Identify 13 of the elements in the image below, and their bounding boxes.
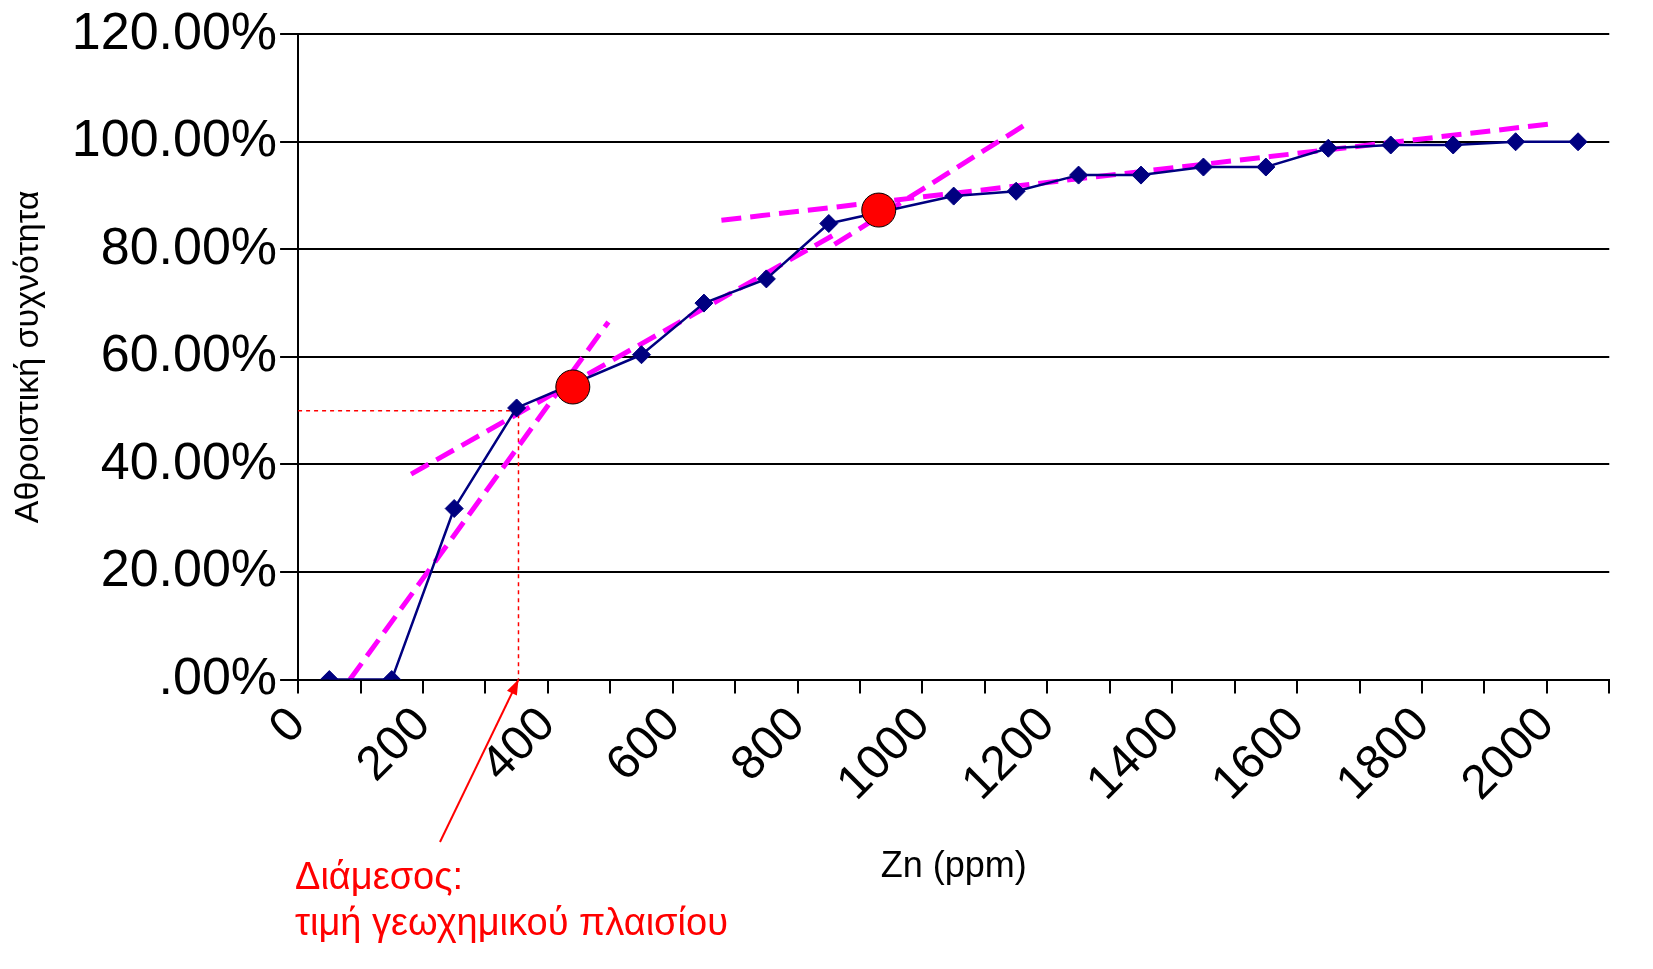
x-tick-label: 200 [345,695,440,790]
y-tick-label: 120.00% [71,1,278,60]
x-tick-label: 800 [719,695,815,790]
y-tick-label: 40.00% [100,431,278,490]
y-tick-label: 80.00% [100,216,278,275]
annotation: Διάμεσος: τιμή γεωχημικού πλαισίου [295,855,728,944]
x-tick-label: 400 [470,695,565,790]
y-tick-label: 20.00% [100,539,278,598]
y-tick-label: 100.00% [71,109,278,168]
y-tick-label: 60.00% [100,324,278,383]
x-axis-title: Zn (ppm) [880,844,1027,886]
y-axis-title: Αθροιστική συχνότητα [6,190,45,524]
x-tick-label: 600 [595,695,690,790]
